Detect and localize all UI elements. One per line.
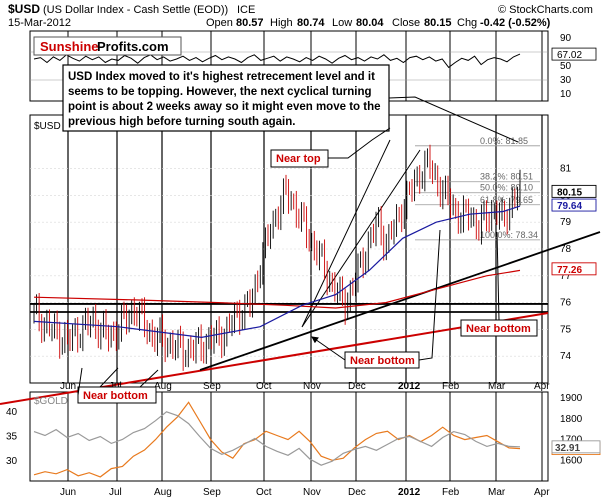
- lower-ticker-label: $GOLD: [34, 396, 68, 407]
- low-value: 80.04: [356, 17, 384, 29]
- price-tick-label: 78: [560, 244, 572, 255]
- lower-left-tick: 35: [6, 432, 18, 443]
- lower-month-label: Mar: [488, 487, 506, 498]
- price-tick-label: 81: [560, 164, 572, 175]
- exchange: ICE: [237, 4, 255, 16]
- high-label: High: [270, 17, 293, 29]
- near-bottom-pointers-summer: [77, 367, 159, 396]
- gray-series-line: [33, 411, 521, 466]
- ma50-line: [33, 205, 521, 339]
- logo-profits: Profits.com: [97, 39, 169, 54]
- sunshine-profits-logo: Sunshine Profits.com: [33, 36, 182, 56]
- near-bottom-pointer-feb: [418, 229, 441, 361]
- lower-right-tick: 1700: [560, 435, 583, 446]
- price-last-box: [551, 262, 597, 276]
- lower-month-label: Feb: [442, 487, 460, 498]
- price-month-label: Sep: [203, 381, 221, 392]
- price-tick-label: 76: [560, 298, 572, 309]
- price-month-label: Apr: [534, 381, 550, 392]
- lower-month-label: Apr: [534, 487, 550, 498]
- lower-month-label: Dec: [348, 487, 366, 498]
- price-tick-label: 74: [560, 351, 572, 362]
- close-label: Close: [392, 17, 420, 29]
- price-ticker-label: $USD: [34, 121, 61, 132]
- rsi-tick-label: 90: [560, 33, 572, 44]
- price-month-label: Dec: [348, 381, 366, 392]
- low-label: Low: [332, 17, 352, 29]
- lower-layer: [33, 401, 521, 478]
- lower-right-tick: 1800: [560, 414, 583, 425]
- chart-date: 15-Mar-2012: [8, 17, 71, 29]
- near-bottom-pointer-mar: [496, 231, 500, 321]
- lower-panel: [29, 391, 549, 482]
- fib-label: 50.0%: 80.10: [480, 183, 533, 193]
- fib-label: 38.2%: 80.51: [480, 172, 533, 182]
- lower-right-tick: 1600: [560, 455, 583, 466]
- rsi-tick-label: 30: [560, 75, 572, 86]
- index-name: (US Dollar Index - Cash Settle (EOD)): [43, 4, 228, 16]
- commentary-text: USD Index moved to it's highest retrecem…: [68, 71, 384, 128]
- near-top-label: Near top: [276, 153, 321, 165]
- close-value: 80.15: [424, 17, 452, 29]
- price-last-label: 79.64: [557, 201, 582, 212]
- black-trendline: [199, 231, 601, 371]
- open-value: 80.57: [236, 17, 264, 29]
- commentary-pointer: [388, 96, 519, 143]
- watermark: © StockCharts.com: [498, 4, 593, 16]
- near-bottom-label-summer: Near bottom: [83, 390, 148, 402]
- fib-label: 61.8%: 79.65: [480, 195, 533, 205]
- price-month-label: Aug: [154, 381, 172, 392]
- lower-right-tick: 1900: [560, 393, 583, 404]
- rsi-tick-label: 10: [560, 89, 572, 100]
- gray-last-box: [551, 440, 601, 454]
- price-month-label: Nov: [303, 381, 321, 392]
- lower-month-label: Jul: [109, 487, 122, 498]
- rsi-last-label: 67.02: [557, 50, 582, 61]
- lower-month-label: Oct: [256, 487, 272, 498]
- lower-month-label: Jun: [60, 487, 76, 498]
- lower-left-tick: 40: [6, 407, 18, 418]
- rsi-last-box: [551, 47, 597, 61]
- chg-value: -0.42 (-0.52%): [480, 17, 551, 29]
- lower-month-label: Sep: [203, 487, 221, 498]
- top-resistance-lines: [301, 139, 421, 328]
- high-value: 80.74: [297, 17, 325, 29]
- rsi-line: [33, 53, 521, 69]
- open-label: Open: [206, 17, 233, 29]
- price-last-label: 77.26: [557, 265, 582, 276]
- lower-month-label: Aug: [154, 487, 172, 498]
- chg-label: Chg: [457, 17, 477, 29]
- price-last-box: [551, 184, 597, 198]
- ticker-title: $USD: [8, 2, 40, 16]
- fib-label: 100.0%: 78.34: [480, 230, 538, 240]
- callouts: Near top Near bottom Near bottom Near bo…: [77, 127, 538, 404]
- price-month-label: Oct: [256, 381, 272, 392]
- price-tick-label: 77: [560, 271, 572, 282]
- gray-last-label: 32.91: [555, 443, 580, 454]
- price-month-label: Jun: [60, 381, 76, 392]
- price-month-label: Mar: [488, 381, 506, 392]
- price-tick-label: 75: [560, 324, 572, 335]
- price-last-box: [551, 198, 597, 212]
- ma200-line: [33, 269, 521, 309]
- near-bottom-label-mar: Near bottom: [466, 323, 531, 335]
- price-tick-label: 79: [560, 217, 572, 228]
- price-month-label: 2012: [398, 381, 421, 392]
- lower-left-tick: 30: [6, 456, 18, 467]
- price-last-label: 80.15: [557, 187, 582, 198]
- near-bottom-label-nov: Near bottom: [350, 355, 415, 367]
- orange-series-line: [33, 401, 521, 478]
- lower-month-label: 2012: [398, 487, 421, 498]
- rsi-tick-label: 50: [560, 61, 572, 72]
- logo-sunshine: Sunshine: [40, 39, 99, 54]
- near-bottom-pointer-nov: [311, 336, 346, 361]
- rsi-layer: [33, 53, 521, 69]
- price-month-label: Feb: [442, 381, 460, 392]
- fib-label: 0.0%: 81.85: [480, 136, 528, 146]
- lower-month-label: Nov: [303, 487, 321, 498]
- near-top-pointer: [328, 127, 391, 159]
- commentary-callout: USD Index moved to it's highest retrecem…: [62, 64, 519, 143]
